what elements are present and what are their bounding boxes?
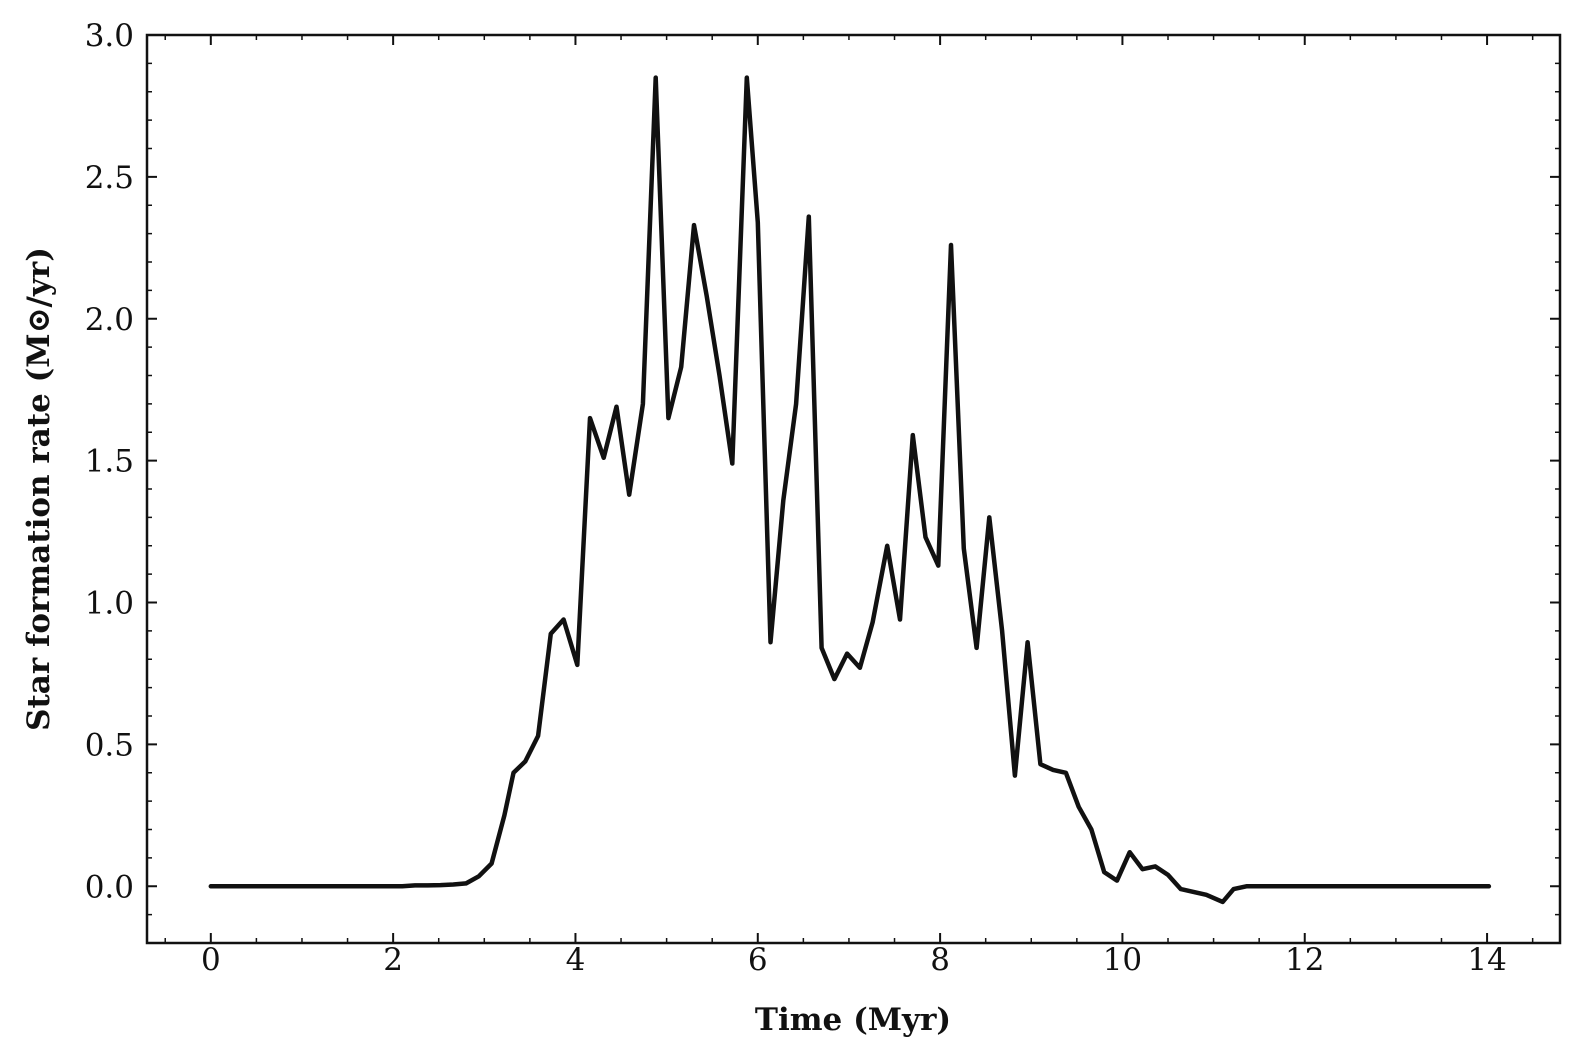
x-tick-label: 14 bbox=[1467, 942, 1506, 978]
y-tick-label: 1.0 bbox=[85, 586, 134, 622]
x-tick-label: 4 bbox=[566, 942, 586, 978]
x-tick-label: 0 bbox=[201, 942, 221, 978]
plot-frame bbox=[145, 33, 1562, 945]
x-axis-label: Time (Myr) bbox=[755, 1002, 951, 1038]
y-tick-label: 0.5 bbox=[85, 727, 134, 763]
series-layer bbox=[208, 75, 1492, 905]
minor-ticks bbox=[147, 35, 1560, 944]
x-tick-label: 8 bbox=[930, 942, 950, 978]
y-tick-label: 0.0 bbox=[85, 869, 134, 905]
y-tick-label: 3.0 bbox=[85, 18, 134, 54]
x-tick-label: 2 bbox=[383, 942, 403, 978]
y-axis-label: Star formation rate (M⊙/yr) bbox=[21, 247, 57, 731]
major-ticks bbox=[147, 34, 1560, 943]
sfr-series-line bbox=[208, 75, 1492, 905]
x-tick-label: 12 bbox=[1285, 942, 1324, 978]
y-tick-label: 1.5 bbox=[85, 444, 134, 480]
y-tick-labels: 0.0 0.5 1.0 1.5 2.0 2.5 3.0 bbox=[85, 18, 134, 905]
y-tick-label: 2.0 bbox=[85, 302, 134, 338]
x-tick-label: 10 bbox=[1103, 942, 1142, 978]
x-tick-label: 6 bbox=[748, 942, 768, 978]
y-tick-label: 2.5 bbox=[85, 160, 134, 196]
x-tick-labels: 0 2 4 6 8 10 12 14 bbox=[201, 942, 1507, 978]
